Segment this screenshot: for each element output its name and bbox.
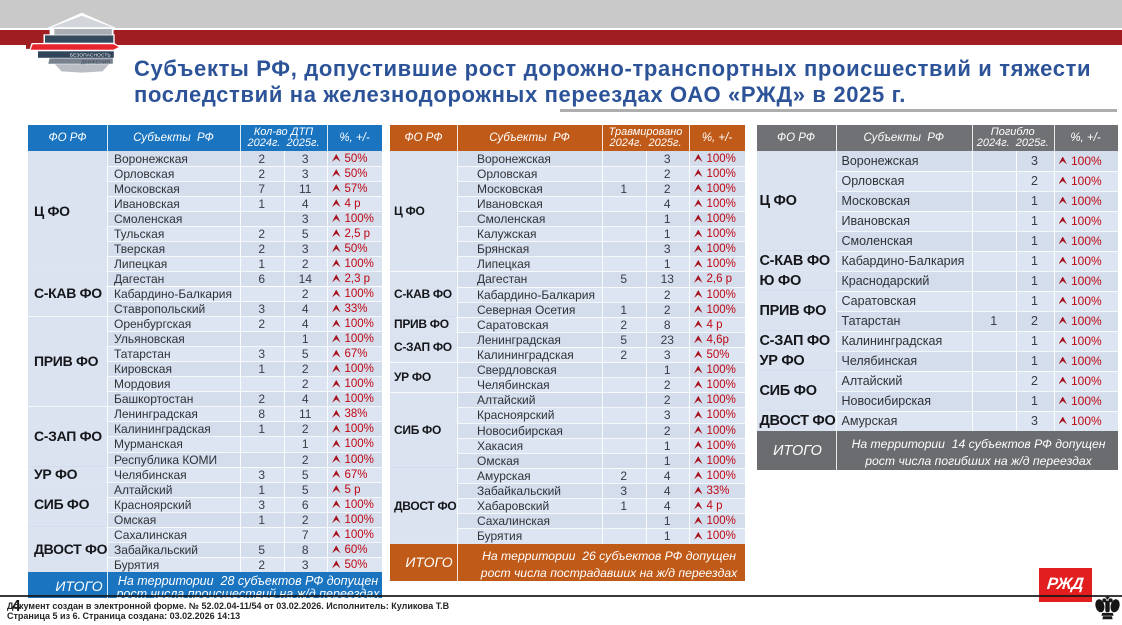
svg-text:БЕЗОПАСНОСТЬ: БЕЗОПАСНОСТЬ <box>70 53 111 58</box>
svg-text:ДВИЖЕНИЯ: ДВИЖЕНИЯ <box>81 59 110 64</box>
